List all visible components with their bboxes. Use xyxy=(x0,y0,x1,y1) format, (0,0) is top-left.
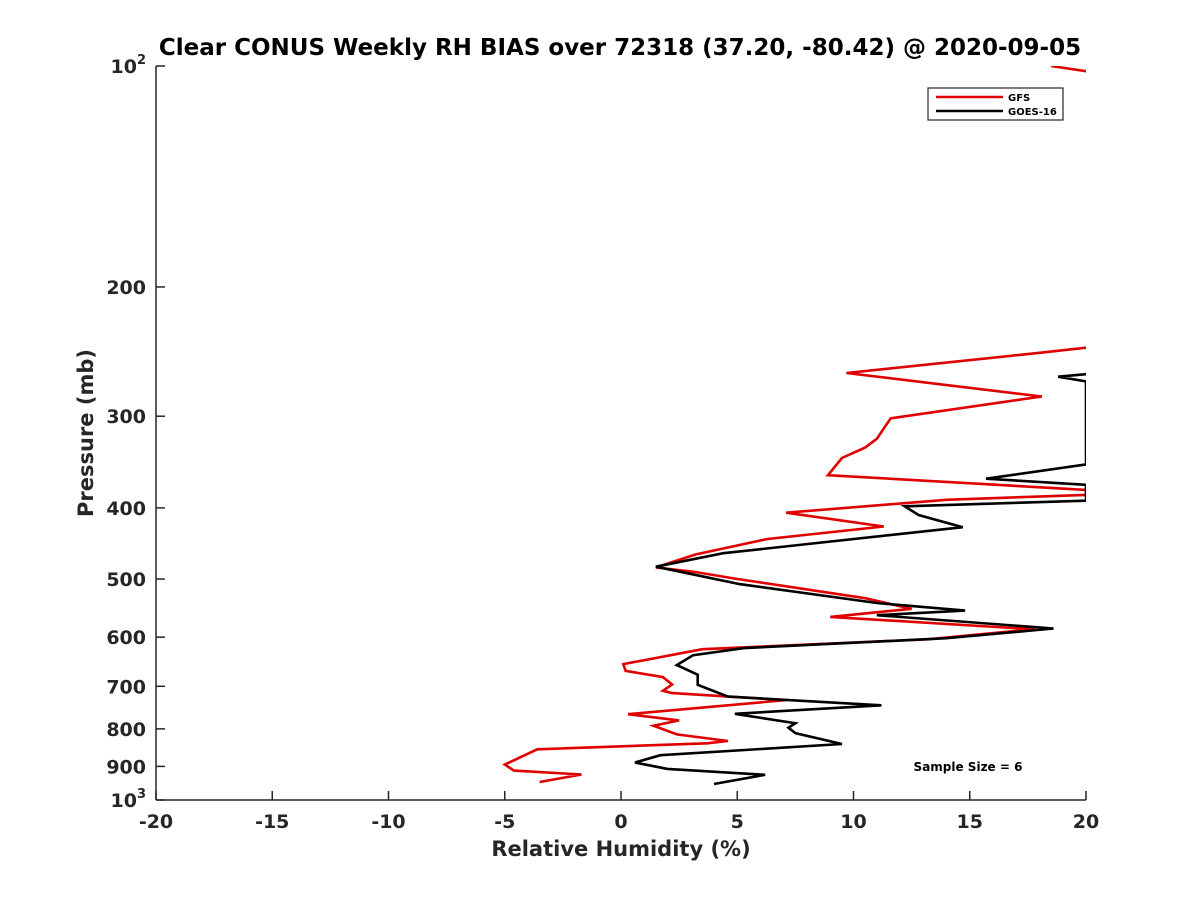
series-line-gfs xyxy=(502,66,1086,784)
x-tick-label: 5 xyxy=(731,811,744,833)
x-tick-label: -5 xyxy=(494,811,515,833)
x-tick-label: -10 xyxy=(371,811,405,833)
x-tick-label: -15 xyxy=(255,811,289,833)
series-line-goes16 xyxy=(634,372,1086,786)
sample-size-annotation: Sample Size = 6 xyxy=(914,760,1023,774)
y-tick-label: 900 xyxy=(106,756,146,778)
x-tick-label: -20 xyxy=(139,811,173,833)
y-tick-label: 600 xyxy=(106,627,146,649)
legend-label-goes16: GOES-16 xyxy=(1008,107,1057,118)
x-axis-label: Relative Humidity (%) xyxy=(491,837,750,861)
y-tick-label: 102 xyxy=(111,53,147,78)
y-tick-label: 200 xyxy=(106,277,146,299)
y-tick-label: 700 xyxy=(106,676,146,698)
y-tick-label: 500 xyxy=(106,569,146,591)
y-tick-label: 103 xyxy=(111,787,147,812)
y-axis-label: Pressure (mb) xyxy=(74,349,98,517)
axes-layer: -20 -15 -10 -5 0 5 10 15 20 102 200 300 400 500 600 700… xyxy=(106,53,1099,833)
chart-title: Clear CONUS Weekly RH BIAS over 72318 (3… xyxy=(159,35,1081,61)
x-tick-label: 15 xyxy=(957,811,983,833)
legend-box xyxy=(927,87,1064,121)
y-tick-label: 300 xyxy=(106,406,146,428)
x-tick-label: 0 xyxy=(614,811,627,833)
x-tick-label: 10 xyxy=(840,811,866,833)
x-tick-label: 20 xyxy=(1073,811,1099,833)
y-tick-label: 800 xyxy=(106,719,146,741)
legend-label-gfs: GFS xyxy=(1008,93,1030,104)
y-tick-label: 400 xyxy=(106,498,146,520)
series-layer xyxy=(502,66,1086,786)
legend: GFS GOES-16 xyxy=(927,87,1064,121)
